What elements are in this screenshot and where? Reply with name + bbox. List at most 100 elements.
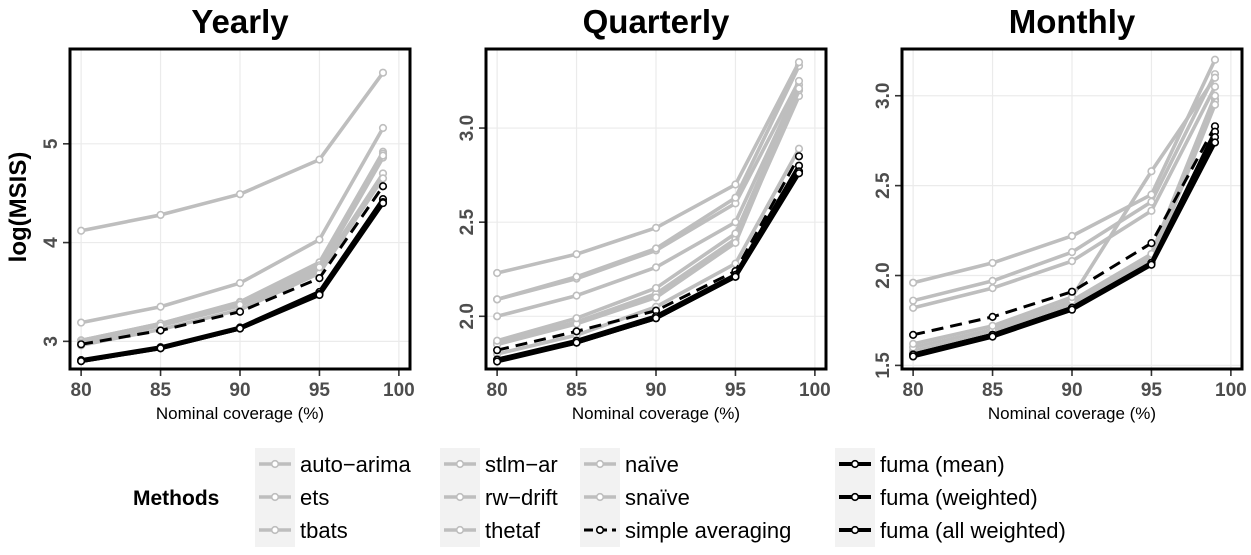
- x-axis-label-yearly: Nominal coverage (%): [156, 404, 324, 423]
- data-point: [1210, 55, 1220, 64]
- x-tick-label: 95: [725, 380, 747, 401]
- data-point: [731, 180, 740, 189]
- data-point: [378, 198, 388, 208]
- series-tbats-quarterly: [493, 80, 804, 321]
- panel-title-monthly: Monthly: [1009, 3, 1136, 40]
- legend-label: thetaf: [485, 518, 541, 543]
- legend-item-stlm-ar: stlm−ar: [444, 452, 558, 477]
- y-tick-label: 5: [41, 138, 62, 149]
- data-point: [1210, 100, 1220, 109]
- x-tick-label: 90: [645, 380, 666, 401]
- data-point: [315, 290, 324, 300]
- legend-key-point: [270, 525, 280, 535]
- legend-item-ets: ets: [259, 485, 329, 510]
- data-point: [651, 283, 661, 293]
- series-na-ve-yearly: [77, 68, 388, 235]
- chart-legend: Methods auto−arima ets tbats stlm−ar rw−drift…: [133, 448, 1066, 547]
- data-point: [572, 291, 581, 300]
- legend-key-point: [270, 459, 280, 469]
- data-point: [1210, 82, 1220, 91]
- series-rw-drift-quarterly: [493, 61, 804, 304]
- legend-key-point: [455, 459, 465, 469]
- panel-title-quarterly: Quarterly: [583, 3, 730, 40]
- x-tick-label: 100: [383, 380, 415, 401]
- legend-key-point: [455, 492, 465, 502]
- data-point: [1147, 190, 1156, 199]
- data-point: [651, 244, 661, 253]
- series-na-ve-quarterly: [493, 58, 804, 278]
- legend-key-point: [850, 492, 860, 502]
- data-point: [493, 312, 502, 321]
- x-tick-label: 100: [1215, 380, 1247, 401]
- legend-key-point: [850, 459, 860, 469]
- data-point: [794, 76, 804, 86]
- data-point: [235, 307, 245, 316]
- data-point: [493, 295, 502, 304]
- legend-label: fuma (all weighted): [880, 518, 1066, 543]
- data-point: [731, 238, 740, 247]
- data-point: [77, 356, 86, 366]
- legend-item-fuma-weighted: fuma (weighted): [839, 485, 1038, 510]
- legend-item-simple-averaging: simple averaging: [584, 518, 791, 543]
- y-tick-label: 2.0: [457, 303, 478, 329]
- legend-label: snaïve: [625, 485, 690, 510]
- legend-key-point: [595, 492, 605, 502]
- panel-monthly: Monthly 80 85 90 95 100 1.5 2.0 2.5 3.0 Nominal co…: [873, 3, 1247, 423]
- legend-key-point: [270, 492, 280, 502]
- x-tick-label: 90: [1061, 380, 1082, 401]
- panel-quarterly: Quarterly 80 85 90 95 100 2.0 2.5 3.0 Nominal cov…: [457, 3, 831, 423]
- data-point: [156, 326, 165, 335]
- data-point: [315, 263, 324, 272]
- data-point: [651, 223, 661, 232]
- x-tick-label: 85: [982, 380, 1004, 401]
- data-point: [235, 190, 245, 199]
- data-point: [1147, 239, 1156, 248]
- data-point: [988, 321, 997, 330]
- legend-key-point: [595, 525, 605, 535]
- y-tick-label: 3: [41, 336, 62, 347]
- data-point: [156, 210, 165, 220]
- data-point: [794, 169, 804, 178]
- data-point: [909, 330, 918, 339]
- y-tick-label: 2.5: [457, 209, 478, 236]
- data-point: [651, 314, 661, 323]
- y-tick-label: 1.5: [873, 352, 894, 379]
- data-point: [731, 193, 740, 202]
- legend-label: simple averaging: [625, 518, 791, 543]
- series-simple-averaging-yearly: [77, 182, 388, 349]
- data-point: [378, 174, 388, 183]
- x-tick-label: 90: [229, 380, 250, 401]
- series-rw-drift-monthly: [909, 82, 1220, 312]
- panel-title-yearly: Yearly: [191, 3, 289, 40]
- data-point: [731, 229, 740, 238]
- data-point: [77, 318, 86, 327]
- data-point: [794, 152, 804, 161]
- y-tick-label: 2.5: [873, 172, 894, 199]
- data-point: [909, 303, 918, 312]
- legend-label: naïve: [625, 452, 679, 477]
- data-point: [235, 278, 245, 288]
- data-point: [988, 276, 997, 286]
- data-point: [794, 84, 804, 93]
- data-point: [315, 274, 324, 283]
- x-tick-label: 85: [150, 380, 172, 401]
- y-tick-label: 2.0: [873, 262, 894, 288]
- data-point: [909, 278, 918, 287]
- legend-label: fuma (weighted): [880, 485, 1038, 510]
- data-point: [572, 314, 581, 323]
- legend-item-na-ve: naïve: [584, 452, 679, 477]
- data-point: [77, 226, 86, 235]
- data-point: [1210, 138, 1220, 147]
- data-point: [572, 250, 581, 259]
- legend-label: fuma (mean): [880, 452, 1005, 477]
- legend-key-point: [455, 525, 465, 535]
- chart-panels: Yearly 80 85 90 95 100 3 4 5 Nominal coverage (%)…: [41, 3, 1247, 423]
- data-point: [1067, 287, 1077, 296]
- data-point: [731, 272, 740, 281]
- data-point: [315, 155, 324, 164]
- x-tick-label: 100: [799, 380, 831, 401]
- legend-item-auto-arima: auto−arima: [259, 452, 411, 477]
- data-point: [988, 312, 997, 321]
- data-point: [1210, 73, 1220, 82]
